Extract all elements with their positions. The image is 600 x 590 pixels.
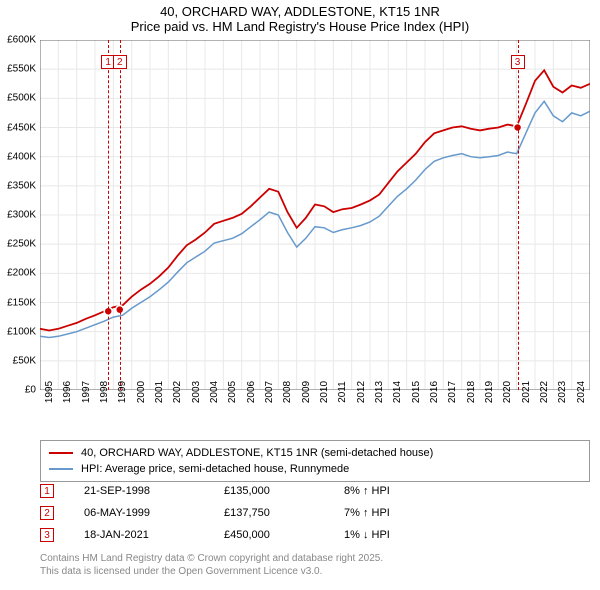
x-tick-label: 2010 (319, 381, 330, 403)
x-tick-label: 1998 (99, 381, 110, 403)
legend-label: HPI: Average price, semi-detached house,… (81, 463, 349, 475)
sales-row: 2 06-MAY-1999£137,7507% ↑ HPI (40, 502, 464, 524)
sales-row: 3 18-JAN-2021£450,0001% ↓ HPI (40, 524, 464, 546)
sales-pct: 7% ↑ HPI (344, 507, 464, 519)
x-tick-label: 2002 (172, 381, 183, 403)
x-tick-label: 1996 (62, 381, 73, 403)
x-tick-label: 2005 (227, 381, 238, 403)
x-tick-label: 2009 (301, 381, 312, 403)
chart-svg (40, 40, 590, 390)
x-tick-label: 2004 (209, 381, 220, 403)
title-line1: 40, ORCHARD WAY, ADDLESTONE, KT15 1NR (0, 4, 600, 19)
sales-row: 1 21-SEP-1998£135,0008% ↑ HPI (40, 480, 464, 502)
x-tick-label: 2020 (502, 381, 513, 403)
x-tick-label: 2019 (484, 381, 495, 403)
sales-date: 21-SEP-1998 (84, 485, 224, 497)
sales-marker-num: 2 (40, 506, 54, 520)
y-tick-label: £200K (7, 268, 36, 279)
y-tick-label: £150K (7, 297, 36, 308)
y-tick-label: £350K (7, 180, 36, 191)
x-tick-label: 2000 (136, 381, 147, 403)
sales-pct: 1% ↓ HPI (344, 529, 464, 541)
legend-swatch (49, 452, 73, 454)
x-tick-label: 2012 (356, 381, 367, 403)
x-tick-label: 2017 (447, 381, 458, 403)
chart-container: 40, ORCHARD WAY, ADDLESTONE, KT15 1NR Pr… (0, 0, 600, 590)
sales-price: £450,000 (224, 529, 344, 541)
legend-label: 40, ORCHARD WAY, ADDLESTONE, KT15 1NR (s… (81, 447, 433, 459)
attribution-line2: This data is licensed under the Open Gov… (40, 565, 383, 578)
x-tick-label: 2006 (246, 381, 257, 403)
x-tick-label: 2022 (539, 381, 550, 403)
x-tick-label: 2001 (154, 381, 165, 403)
sale-point (514, 124, 522, 132)
title-line2: Price paid vs. HM Land Registry's House … (0, 19, 600, 34)
chart-plot-area (40, 40, 590, 390)
sales-pct: 8% ↑ HPI (344, 485, 464, 497)
x-tick-label: 2023 (557, 381, 568, 403)
x-tick-label: 2018 (466, 381, 477, 403)
sale-point (116, 306, 124, 314)
y-tick-label: £550K (7, 64, 36, 75)
y-tick-label: £400K (7, 151, 36, 162)
x-tick-label: 1997 (81, 381, 92, 403)
attribution-line1: Contains HM Land Registry data © Crown c… (40, 552, 383, 565)
x-tick-label: 2007 (264, 381, 275, 403)
sales-date: 18-JAN-2021 (84, 529, 224, 541)
attribution: Contains HM Land Registry data © Crown c… (40, 552, 383, 578)
y-tick-label: £450K (7, 122, 36, 133)
y-tick-label: £500K (7, 93, 36, 104)
y-tick-label: £250K (7, 239, 36, 250)
legend-item: 40, ORCHARD WAY, ADDLESTONE, KT15 1NR (s… (49, 445, 581, 461)
y-axis: £0£50K£100K£150K£200K£250K£300K£350K£400… (0, 40, 38, 390)
y-tick-label: £100K (7, 326, 36, 337)
y-tick-label: £600K (7, 35, 36, 46)
x-tick-label: 2021 (521, 381, 532, 403)
x-tick-label: 1999 (117, 381, 128, 403)
x-tick-label: 2016 (429, 381, 440, 403)
legend: 40, ORCHARD WAY, ADDLESTONE, KT15 1NR (s… (40, 440, 590, 482)
x-tick-label: 2011 (337, 381, 348, 403)
title-block: 40, ORCHARD WAY, ADDLESTONE, KT15 1NR Pr… (0, 0, 600, 34)
sales-date: 06-MAY-1999 (84, 507, 224, 519)
x-tick-label: 2003 (191, 381, 202, 403)
sales-price: £137,750 (224, 507, 344, 519)
legend-swatch (49, 468, 73, 470)
x-axis: 1995199619971998199920002001200220032004… (40, 392, 590, 432)
sale-point (104, 307, 112, 315)
x-tick-label: 1995 (44, 381, 55, 403)
y-tick-label: £50K (13, 355, 36, 366)
x-tick-label: 2008 (282, 381, 293, 403)
x-tick-label: 2013 (374, 381, 385, 403)
y-tick-label: £0 (25, 385, 36, 396)
sales-marker-num: 1 (40, 484, 54, 498)
y-tick-label: £300K (7, 210, 36, 221)
sales-marker-num: 3 (40, 528, 54, 542)
legend-item: HPI: Average price, semi-detached house,… (49, 461, 581, 477)
x-tick-label: 2015 (411, 381, 422, 403)
sales-price: £135,000 (224, 485, 344, 497)
sales-table: 1 21-SEP-1998£135,0008% ↑ HPI 2 06-MAY-1999… (40, 480, 464, 546)
x-tick-label: 2014 (392, 381, 403, 403)
x-tick-label: 2024 (576, 381, 587, 403)
